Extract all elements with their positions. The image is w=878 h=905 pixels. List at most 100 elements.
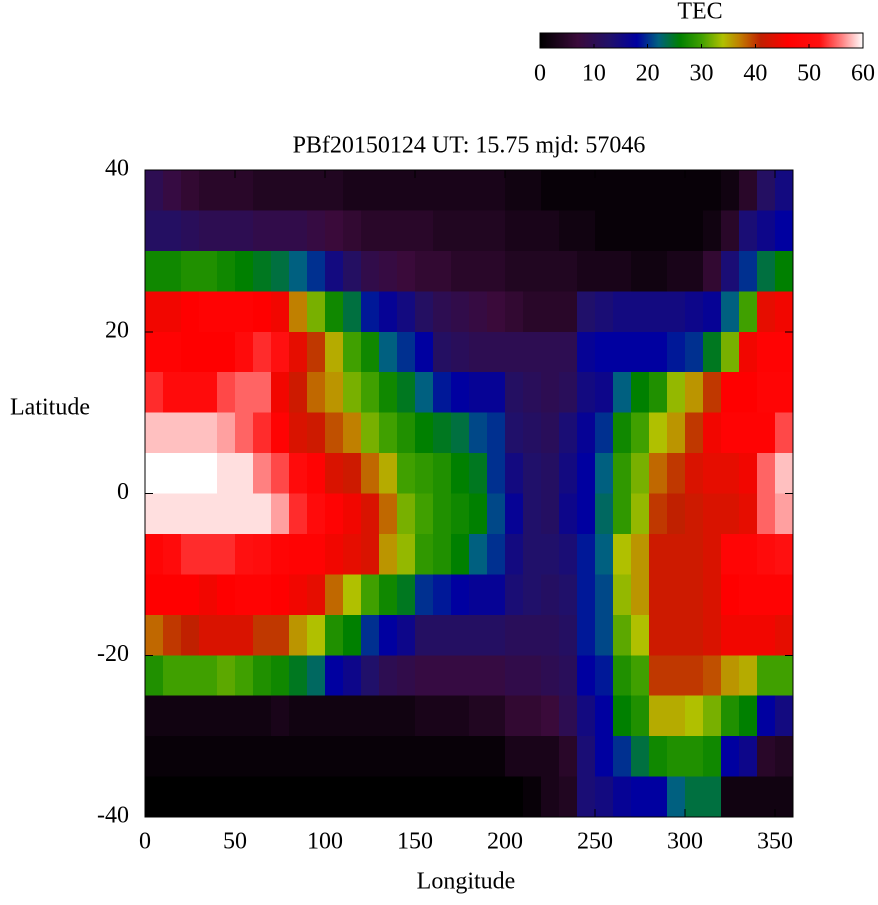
heat-cell — [307, 736, 326, 778]
heat-cell — [163, 614, 182, 656]
heat-cell — [577, 170, 596, 212]
heat-cell — [505, 776, 524, 818]
heat-cell — [325, 574, 344, 616]
heat-cell — [199, 250, 218, 292]
heat-cell — [253, 170, 272, 212]
heat-cell — [469, 291, 488, 333]
heat-cell — [649, 250, 668, 292]
heat-cell — [343, 614, 362, 656]
heat-cell — [199, 493, 218, 535]
heat-cell — [523, 614, 542, 656]
heat-cell — [613, 250, 632, 292]
heat-cell — [163, 372, 182, 414]
heat-cell — [757, 736, 776, 778]
heat-cell — [199, 776, 218, 818]
heat-cell — [307, 655, 326, 697]
heat-cell — [523, 574, 542, 616]
heat-cell — [235, 736, 254, 778]
heat-cell — [235, 533, 254, 575]
heat-cell — [739, 574, 758, 616]
heat-cell — [631, 210, 650, 252]
heat-cell — [649, 776, 668, 818]
heat-cell — [613, 776, 632, 818]
heat-cell — [217, 210, 236, 252]
heat-cell — [307, 412, 326, 454]
heat-cell — [271, 250, 290, 292]
heat-cell — [451, 574, 470, 616]
heat-cell — [685, 412, 704, 454]
heat-cell — [667, 250, 686, 292]
heat-cell — [721, 776, 740, 818]
heat-cell — [541, 533, 560, 575]
heat-cell — [199, 291, 218, 333]
heat-cell — [253, 250, 272, 292]
heat-cell — [343, 574, 362, 616]
heat-cell — [649, 614, 668, 656]
heat-cell — [433, 250, 452, 292]
heat-cell — [199, 574, 218, 616]
x-tick-label: 50 — [223, 829, 247, 855]
heat-cell — [397, 453, 416, 495]
heat-cell — [253, 412, 272, 454]
heat-cell — [451, 614, 470, 656]
heat-cell — [469, 250, 488, 292]
heat-cell — [271, 453, 290, 495]
heat-cell — [685, 736, 704, 778]
heat-cell — [307, 614, 326, 656]
heat-cell — [451, 533, 470, 575]
heat-cell — [469, 453, 488, 495]
heat-cell — [451, 331, 470, 373]
heat-cell — [577, 695, 596, 737]
heat-cell — [181, 372, 200, 414]
heat-cell — [487, 372, 506, 414]
heat-cell — [775, 493, 794, 535]
heat-cell — [217, 372, 236, 414]
heat-cell — [271, 533, 290, 575]
heat-cell — [685, 250, 704, 292]
heat-cell — [145, 574, 164, 616]
heat-cell — [757, 533, 776, 575]
heat-cell — [325, 736, 344, 778]
heat-cell — [739, 614, 758, 656]
heat-cell — [451, 250, 470, 292]
heat-cell — [469, 614, 488, 656]
heat-cell — [325, 250, 344, 292]
heat-cell — [469, 170, 488, 212]
heat-cell — [163, 695, 182, 737]
heat-cell — [307, 291, 326, 333]
heat-cell — [775, 574, 794, 616]
heat-cell — [739, 170, 758, 212]
heat-cell — [433, 291, 452, 333]
heat-cell — [379, 372, 398, 414]
heat-cell — [379, 412, 398, 454]
heat-cell — [685, 291, 704, 333]
heat-cell — [343, 776, 362, 818]
heat-cell — [757, 331, 776, 373]
heat-cell — [631, 412, 650, 454]
heat-cell — [685, 695, 704, 737]
heat-cell — [145, 453, 164, 495]
colorbar-tick-label: 30 — [690, 61, 714, 87]
heat-cell — [649, 291, 668, 333]
heat-cell — [361, 331, 380, 373]
heat-cell — [523, 210, 542, 252]
heat-cell — [451, 493, 470, 535]
heat-cell — [667, 210, 686, 252]
heat-cell — [775, 776, 794, 818]
heat-cell — [631, 372, 650, 414]
heat-cell — [235, 210, 254, 252]
heat-cell — [415, 210, 434, 252]
heat-cell — [721, 250, 740, 292]
heat-cell — [289, 493, 308, 535]
heat-cell — [325, 453, 344, 495]
heat-cell — [343, 736, 362, 778]
heat-cell — [343, 493, 362, 535]
heat-cell — [433, 210, 452, 252]
heat-cell — [163, 291, 182, 333]
heat-cell — [721, 493, 740, 535]
x-tick-label: 250 — [577, 829, 613, 855]
heat-cell — [361, 210, 380, 252]
heat-cell — [469, 412, 488, 454]
heat-cell — [217, 493, 236, 535]
colorbar-tick-label: 60 — [851, 61, 875, 87]
